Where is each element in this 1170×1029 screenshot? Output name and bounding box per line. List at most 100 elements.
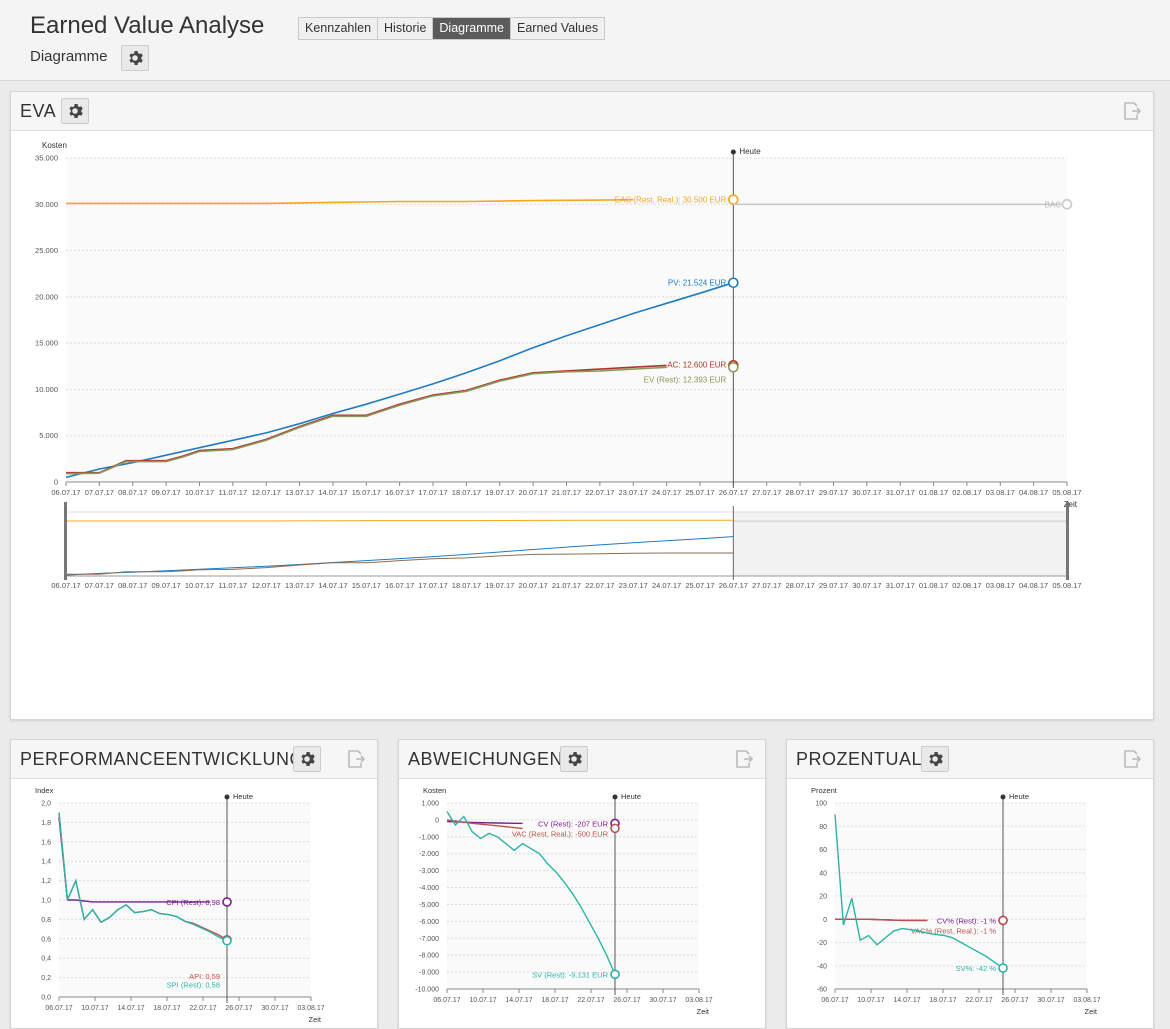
export-icon[interactable] [345,749,365,769]
navigator-x-tick-label: 01.08.17 [919,581,948,590]
series-label-eac: EAC (Rest, Real.): 30.500 EUR [615,196,727,205]
x-tick-label: 03.08.17 [986,488,1015,497]
series-label-api: API: 0,59 [189,972,220,981]
gear-icon [129,51,143,65]
navigator-x-tick-label: 14.07.17 [318,581,347,590]
navigator-x-tick-label: 20.07.17 [519,581,548,590]
y-tick-label: 5.000 [39,431,58,440]
eva-panel-header: EVA [11,92,1153,131]
view-tabs: Kennzahlen Historie Diagramme Earned Val… [298,17,606,40]
y-axis-title: Kosten [42,141,67,150]
percent-chart: -60 -40 -20 0 20 40 60 80 100 06.07.17 10.07.17 14.… [811,786,1101,1016]
y-tick-label: 1,0 [41,898,51,905]
series-marker-api [610,823,620,834]
y-tick-label: 0,4 [41,956,51,963]
series-marker-spi [998,963,1008,973]
performance-settings-button[interactable] [293,746,321,772]
x-tick-label: 06.07.17 [51,488,80,497]
page-header: Earned Value Analyse Diagramme Kennzahle… [0,0,1170,81]
x-tick-label: 30.07.17 [852,488,881,497]
navigator-x-tick-label: 12.07.17 [252,581,281,590]
navigator-x-tick-label: 29.07.17 [819,581,848,590]
page-title: Earned Value Analyse [30,12,265,39]
x-tick-label: 18.07.17 [929,997,956,1004]
series-label-spi: SV%: -42 % [956,964,997,973]
y-tick-label: -3.000 [419,868,439,875]
x-tick-label: 01.08.17 [919,488,948,497]
x-tick-label: 22.07.17 [577,997,604,1004]
x-tick-label: 24.07.17 [652,488,681,497]
tab-kennzahlen[interactable]: Kennzahlen [299,18,379,39]
x-tick-label: 18.07.17 [452,488,481,497]
deviations-panel: ABWEICHUNGEN -10.000 -9.000 -8.000 -7.000 -6… [398,739,766,1029]
y-tick-label: 0,0 [41,995,51,1002]
y-tick-label: -2.000 [419,851,439,858]
navigator-x-tick-label: 22.07.17 [585,581,614,590]
x-tick-label: 04.08.17 [1019,488,1048,497]
y-tick-label: -40 [817,963,827,970]
gear-icon [568,752,582,766]
y-tick-label: -10.000 [415,987,439,994]
export-icon[interactable] [1121,749,1141,769]
series-marker-pv [728,277,739,289]
percent-panel-title: PROZENTUAL [796,749,923,769]
y-tick-label: 20 [819,894,827,901]
series-line-spi [446,811,616,975]
y-tick-label: 100 [815,801,827,808]
navigator-x-tick-label: 16.07.17 [385,581,414,590]
x-tick-label: 22.07.17 [965,997,992,1004]
y-tick-label: 1,6 [41,839,51,846]
tab-diagramme[interactable]: Diagramme [433,18,512,39]
y-axis-title: Index [35,786,54,795]
series-marker-eac [728,194,739,205]
x-tick-label: 03.08.17 [1073,997,1100,1004]
y-tick-label: 60 [819,847,827,854]
x-axis-title: Zeit [1064,500,1078,509]
y-tick-label: 10.000 [35,385,58,394]
x-tick-label: 26.07.17 [225,1005,252,1012]
x-tick-label: 23.07.17 [619,488,648,497]
x-tick-label: 07.07.17 [85,488,114,497]
eva-settings-button[interactable] [61,98,89,124]
navigator-x-tick-label: 15.07.17 [352,581,381,590]
y-tick-label: 80 [819,824,827,831]
series-label-cpi: CPI (Rest): 0,98 [166,898,220,907]
eva-panel-title: EVA [20,101,57,121]
x-axis-title: Zeit [696,1007,709,1016]
percent-settings-button[interactable] [921,746,949,772]
series-line-api [835,918,928,922]
today-label: Heute [739,147,761,156]
y-tick-label: 1.000 [421,801,439,808]
export-icon[interactable] [1121,101,1141,121]
x-tick-label: 16.07.17 [385,488,414,497]
navigator-x-tick-label: 27.07.17 [752,581,781,590]
navigator-x-tick-label: 09.07.17 [151,581,180,590]
x-axis-title: Zeit [308,1015,321,1022]
navigator-x-tick-label: 06.07.17 [51,581,80,590]
x-tick-label: 12.07.17 [252,488,281,497]
x-tick-label: 13.07.17 [285,488,314,497]
y-tick-label: 35.000 [35,154,58,163]
navigator-x-tick-label: 26.07.17 [719,581,748,590]
navigator-line-eac [66,519,734,522]
x-tick-label: 06.07.17 [433,997,460,1004]
header-settings-button[interactable] [121,45,149,71]
x-tick-label: 11.07.17 [219,488,248,497]
x-tick-label: 28.07.17 [785,488,814,497]
percent-panel: PROZENTUAL -60 -40 -20 0 20 40 60 80 100 06.07.17… [786,739,1154,1029]
today-label: Heute [621,792,641,801]
navigator-x-tick-label: 24.07.17 [652,581,681,590]
x-tick-label: 09.07.17 [151,488,180,497]
tab-earned-values[interactable]: Earned Values [517,21,599,35]
y-axis-title: Prozent [811,786,838,795]
today-dot [224,794,230,800]
series-marker-bac [1061,198,1073,210]
x-tick-label: 10.07.17 [469,997,496,1004]
gear-icon [69,104,83,118]
export-icon[interactable] [733,749,753,769]
eva-chart: 0 5.000 10.000 15.000 20.000 25.000 30.000 35.0… [35,141,1082,590]
gear-icon [301,752,315,766]
deviations-settings-button[interactable] [560,746,588,772]
y-tick-label: -7.000 [419,936,439,943]
tab-historie[interactable]: Historie [378,18,434,39]
